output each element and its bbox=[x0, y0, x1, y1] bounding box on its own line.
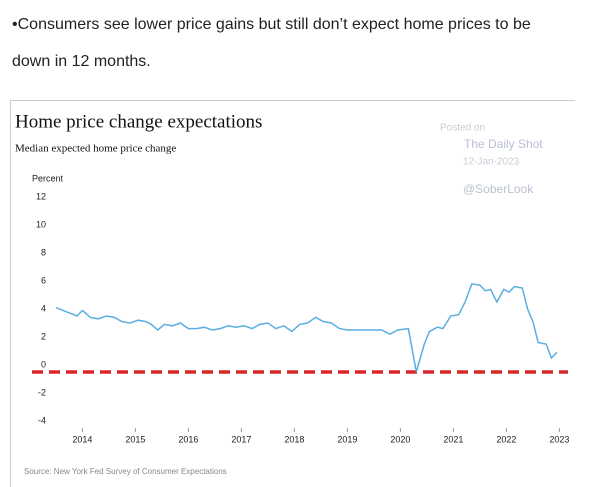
watermark: @SoberLook bbox=[463, 182, 534, 196]
x-tick-label: 2022 bbox=[496, 434, 516, 444]
x-tick-label: 2018 bbox=[284, 434, 304, 444]
y-tick-label: 10 bbox=[36, 219, 46, 229]
x-tick-label: 2015 bbox=[125, 434, 145, 444]
chart-title: Home price change expectations bbox=[15, 111, 262, 132]
y-tick-label: 0 bbox=[41, 359, 46, 369]
y-tick-label: 4 bbox=[41, 303, 46, 313]
bullet-text: Consumers see lower price gains but stil… bbox=[12, 6, 531, 80]
y-tick-label: -4 bbox=[38, 415, 46, 425]
y-tick-label: 6 bbox=[41, 275, 46, 285]
x-tick-label: 2017 bbox=[231, 434, 251, 444]
watermark: The Daily Shot bbox=[464, 137, 543, 151]
x-tick-label: 2023 bbox=[549, 434, 569, 444]
x-tick-label: 2019 bbox=[337, 434, 357, 444]
y-tick-label: 2 bbox=[41, 331, 46, 341]
y-axis-label: Percent bbox=[32, 173, 64, 183]
chart-frame bbox=[10, 100, 575, 487]
x-tick-label: 2021 bbox=[443, 434, 463, 444]
data-line bbox=[55, 282, 558, 373]
y-tick-label: 8 bbox=[41, 247, 46, 257]
watermark: 12-Jan-2023 bbox=[463, 157, 520, 168]
y-tick-label: 12 bbox=[36, 191, 46, 201]
y-tick-label: -2 bbox=[38, 387, 46, 397]
x-tick-label: 2014 bbox=[72, 434, 92, 444]
bullet-line: Consumers see lower price gains but stil… bbox=[12, 6, 531, 43]
chart-subtitle: Median expected home price change bbox=[15, 143, 176, 155]
bullet-line: down in 12 months. bbox=[12, 53, 151, 70]
watermark: Posted on bbox=[440, 123, 485, 134]
x-tick-label: 2020 bbox=[390, 434, 410, 444]
x-tick-label: 2016 bbox=[178, 434, 198, 444]
source: Source: New York Fed Survey of Consumer … bbox=[24, 467, 227, 476]
